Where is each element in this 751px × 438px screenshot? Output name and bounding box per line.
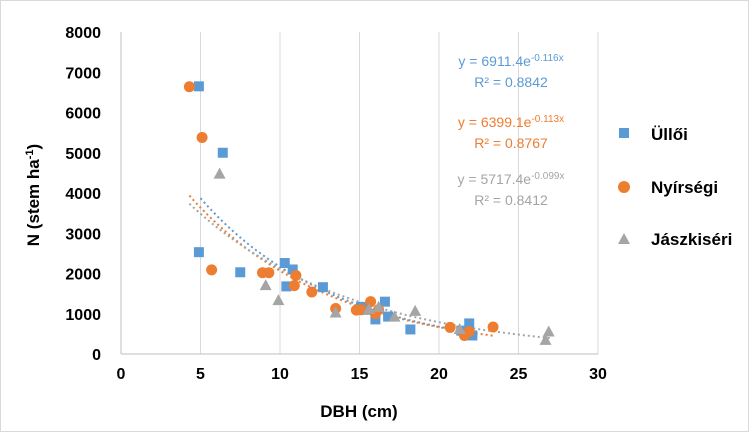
data-point-square <box>217 147 228 158</box>
equation-ulloi-exponent: -0.116x <box>531 53 564 64</box>
legend-item-jaszkiseri: Jászkiséri <box>618 230 732 249</box>
x-tick-label: 10 <box>271 366 289 383</box>
y-axis-title: N (stem ha-1) <box>24 144 43 246</box>
data-point-circle <box>183 81 195 93</box>
x-tick-label: 20 <box>430 366 448 383</box>
data-point-square <box>193 247 204 258</box>
gridlines <box>200 32 599 354</box>
equation-nyirsegi-r2: R² = 0.8767 <box>474 135 548 151</box>
x-axis-title: DBH (cm) <box>320 402 397 421</box>
y-tick-label: 5000 <box>65 146 101 163</box>
equation-ulloi-formula: y = 6911.4e-0.116x <box>458 53 563 70</box>
data-point-triangle <box>409 304 422 316</box>
legend-label-nyirsegi: Nyírségi <box>651 178 718 197</box>
equation-nyirsegi-base: y = 6399.1e <box>458 114 532 130</box>
legend-label-jaszkiseri: Jászkiséri <box>651 230 732 249</box>
y-tick-label: 4000 <box>65 186 101 203</box>
data-point-square <box>279 258 290 269</box>
data-point-square <box>383 311 394 322</box>
data-point-square <box>287 264 298 275</box>
data-point-circle <box>290 270 302 282</box>
data-point-triangle <box>329 306 342 318</box>
y-axis-title-close: ) <box>24 144 43 150</box>
tick-labels: 0 5 10 15 20 25 30 0 1000 2000 3000 4000 5000 6000 700… <box>65 25 607 383</box>
trendlines <box>188 194 551 340</box>
data-point-circle <box>196 131 208 143</box>
legend-marker-triangle <box>618 233 630 244</box>
data-point-square <box>370 314 381 325</box>
data-point-circle <box>306 286 318 298</box>
x-tick-label: 25 <box>510 366 528 383</box>
data-point-circle <box>288 280 300 292</box>
data-point-square <box>405 324 416 335</box>
data-point-triangle <box>213 167 226 179</box>
x-tick-label: 30 <box>589 366 607 383</box>
data-point-circle <box>263 267 275 279</box>
equation-jaszkiseri-r2: R² = 0.8412 <box>474 192 548 208</box>
equation-jaszkiseri-exponent: -0.099x <box>531 171 564 182</box>
equation-nyirsegi-formula: y = 6399.1e-0.113x <box>458 114 564 131</box>
legend-label-ulloi: Üllői <box>651 125 688 144</box>
legend-marker-circle <box>618 181 630 193</box>
equation-nyirsegi-exponent: -0.113x <box>531 114 564 125</box>
y-axis-title-main: N (stem ha <box>24 159 43 246</box>
equation-ulloi: y = 6911.4e-0.116x R² = 0.8842 <box>458 53 563 91</box>
x-tick-label: 5 <box>196 366 205 383</box>
equation-ulloi-base: y = 6911.4e <box>458 53 531 69</box>
data-point-triangle <box>388 310 401 322</box>
data-point-square <box>235 267 246 278</box>
legend-item-ulloi: Üllői <box>619 125 688 144</box>
data-point-circle <box>463 325 475 337</box>
data-point-square <box>317 282 328 293</box>
data-point-triangle <box>272 294 285 306</box>
data-points <box>183 81 555 345</box>
equation-jaszkiseri-base: y = 5717.4e <box>458 171 532 187</box>
y-tick-label: 2000 <box>65 267 101 284</box>
y-tick-label: 3000 <box>65 226 101 243</box>
data-point-square <box>464 318 475 329</box>
equation-ulloi-r2: R² = 0.8842 <box>474 74 548 90</box>
data-point-circle <box>365 296 377 308</box>
data-point-triangle <box>363 302 376 314</box>
axes <box>120 32 598 355</box>
trendline-series-1 <box>188 194 494 337</box>
data-point-circle <box>444 321 456 333</box>
equation-jaszkiseri: y = 5717.4e-0.099x R² = 0.8412 <box>458 171 565 209</box>
data-point-square <box>379 296 390 307</box>
data-point-square <box>281 281 292 292</box>
y-tick-label: 8000 <box>65 25 101 42</box>
y-tick-label: 6000 <box>65 106 101 123</box>
data-point-triangle <box>539 333 552 345</box>
data-point-triangle <box>259 279 272 291</box>
data-point-triangle <box>542 325 555 337</box>
legend-item-nyirsegi: Nyírségi <box>618 178 718 197</box>
data-point-triangle <box>453 323 466 335</box>
data-point-triangle <box>372 300 385 312</box>
y-tick-label: 7000 <box>65 65 101 82</box>
y-axis-title-sup: -1 <box>24 149 36 159</box>
data-point-circle <box>487 321 499 333</box>
x-tick-label: 0 <box>117 366 126 383</box>
equation-nyirsegi: y = 6399.1e-0.113x R² = 0.8767 <box>458 114 564 152</box>
data-point-circle <box>206 264 218 276</box>
equation-jaszkiseri-formula: y = 5717.4e-0.099x <box>458 171 565 188</box>
legend: Üllői Nyírségi Jászkiséri <box>618 125 732 249</box>
legend-marker-square <box>619 128 629 138</box>
y-tick-label: 0 <box>92 347 101 364</box>
data-point-square <box>193 81 204 92</box>
x-tick-label: 15 <box>351 366 369 383</box>
y-tick-label: 1000 <box>65 307 101 324</box>
